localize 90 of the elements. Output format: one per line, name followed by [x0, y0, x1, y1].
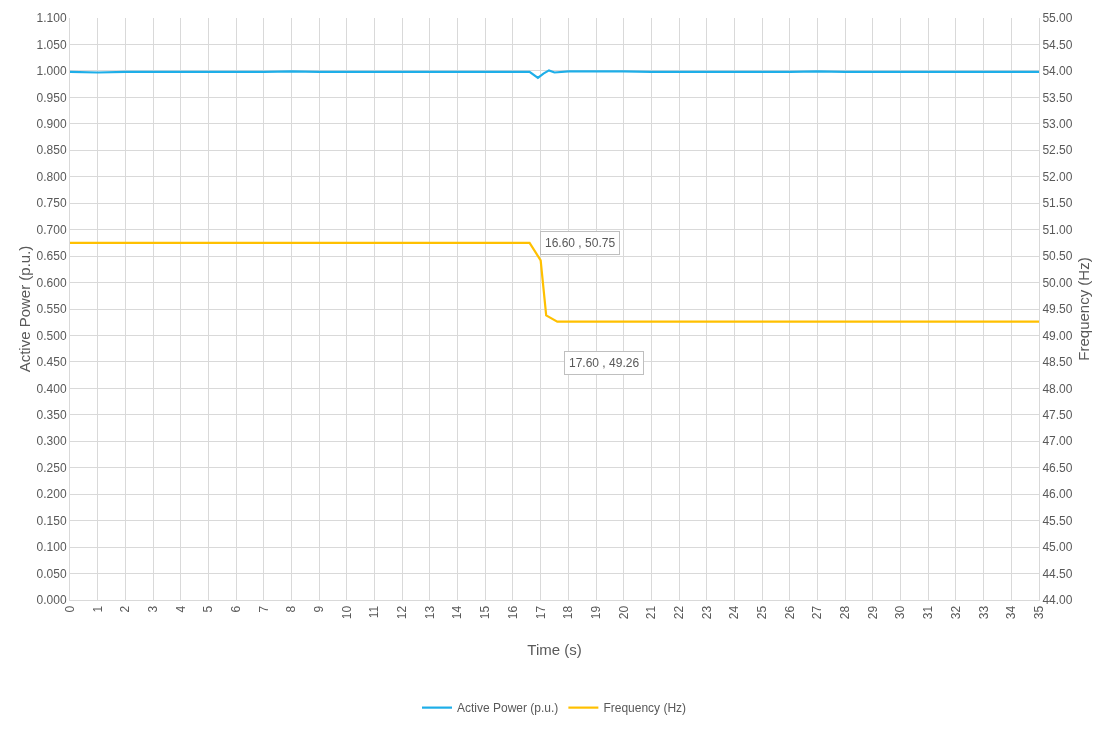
annotation: 16.60 , 50.75	[545, 236, 616, 250]
x-tick-label: 25	[755, 605, 770, 620]
y2-tick-label: 51.50	[1042, 196, 1073, 211]
x-tick-label: 32	[948, 605, 963, 620]
x-tick-label: 17	[533, 605, 548, 620]
x-tick-label: 27	[810, 605, 825, 620]
y-tick-label: 0.900	[36, 117, 67, 132]
y-tick-label: 0.300	[36, 434, 67, 449]
x-tick-label: 34	[1004, 605, 1019, 620]
line-series	[70, 69, 1039, 79]
y-tick-label: 1.050	[36, 37, 67, 52]
x-tick-label: 24	[727, 605, 742, 620]
x-tick-label: 7	[256, 605, 271, 613]
x-tick-label: 9	[312, 605, 327, 613]
y2-tick-label: 45.00	[1042, 540, 1073, 555]
x-tick-label: 19	[588, 605, 603, 620]
x-tick-label: 20	[616, 605, 631, 620]
y-tick-label: 1.000	[36, 64, 67, 79]
y-tick-label: 1.100	[36, 11, 67, 26]
y-tick-label: 0.100	[36, 540, 67, 555]
y-tick-label: 0.750	[36, 196, 67, 211]
y2-tick-label: 46.00	[1042, 487, 1073, 502]
x-tick-label: 5	[201, 605, 216, 613]
x-tick-label: 8	[284, 605, 299, 613]
y-tick-label: 0.350	[36, 408, 67, 423]
y-tick-label: 0.650	[36, 249, 67, 264]
y-tick-label: 0.200	[36, 487, 67, 502]
y-tick-label: 0.700	[36, 222, 67, 237]
y2-tick-label: 54.50	[1042, 37, 1073, 52]
y-tick-label: 0.600	[36, 275, 67, 290]
x-tick-label: 3	[145, 605, 160, 613]
annotation: 17.60 , 49.26	[569, 356, 640, 370]
x-tick-label: 31	[921, 605, 936, 620]
legend-label: Active Power (p.u.)	[457, 701, 559, 716]
y-tick-label: 0.850	[36, 143, 67, 158]
y2-tick-label: 49.00	[1042, 328, 1073, 343]
x-axis-title: Time (s)	[527, 641, 582, 658]
x-tick-label: 16	[505, 605, 520, 620]
y2-tick-label: 53.50	[1042, 90, 1073, 105]
y-tick-label: 0.150	[36, 513, 67, 528]
x-tick-label: 29	[865, 605, 880, 620]
y-tick-label: 0.000	[36, 593, 67, 608]
x-tick-label: 15	[478, 605, 493, 620]
x-tick-label: 28	[838, 605, 853, 620]
y2-tick-label: 48.00	[1042, 381, 1073, 396]
x-tick-label: 2	[118, 605, 133, 613]
x-tick-label: 1	[90, 605, 105, 613]
y2-tick-label: 47.50	[1042, 408, 1073, 423]
y2-tick-label: 53.00	[1042, 117, 1073, 132]
y2-tick-label: 44.50	[1042, 566, 1073, 581]
x-tick-label: 21	[644, 605, 659, 620]
y-axis-title: Active Power (p.u.)	[16, 245, 33, 373]
y2-tick-label: 55.00	[1042, 11, 1073, 26]
y2-tick-label: 50.00	[1042, 275, 1073, 290]
y2-tick-label: 49.50	[1042, 302, 1073, 317]
y-tick-label: 0.550	[36, 302, 67, 317]
x-tick-label: 30	[893, 605, 908, 620]
legend-label: Frequency (Hz)	[603, 701, 687, 716]
y2-tick-label: 48.50	[1042, 355, 1073, 370]
x-tick-label: 18	[561, 605, 576, 620]
y2-tick-label: 45.50	[1042, 513, 1073, 528]
x-tick-label: 14	[450, 605, 465, 620]
y-tick-label: 0.500	[36, 328, 67, 343]
y-tick-label: 0.950	[36, 90, 67, 105]
x-tick-label: 11	[367, 605, 382, 619]
x-tick-label: 33	[976, 605, 991, 620]
y2-tick-label: 46.50	[1042, 460, 1073, 475]
y2-tick-label: 54.00	[1042, 64, 1073, 79]
y-tick-label: 0.050	[36, 566, 67, 581]
x-tick-label: 6	[229, 605, 244, 613]
x-tick-label: 35	[1031, 605, 1046, 620]
y2-tick-label: 52.50	[1042, 143, 1073, 158]
x-tick-label: 0	[62, 605, 77, 613]
x-tick-label: 4	[173, 605, 188, 613]
y2-axis-title: Frequency (Hz)	[1074, 257, 1092, 361]
y2-tick-label: 44.00	[1042, 593, 1073, 608]
y-tick-label: 0.250	[36, 460, 67, 475]
y2-tick-label: 51.00	[1042, 222, 1073, 237]
y2-tick-label: 52.00	[1042, 169, 1073, 184]
x-tick-label: 13	[422, 605, 437, 620]
x-tick-label: 26	[782, 605, 797, 620]
y-tick-label: 0.450	[36, 355, 67, 370]
y-tick-label: 0.800	[36, 169, 67, 184]
y-tick-label: 0.400	[36, 381, 67, 396]
x-tick-label: 12	[395, 605, 410, 620]
x-tick-label: 22	[671, 605, 686, 620]
x-tick-label: 10	[339, 605, 354, 620]
y2-tick-label: 47.00	[1042, 434, 1073, 449]
y2-tick-label: 50.50	[1042, 249, 1073, 264]
x-tick-label: 23	[699, 605, 714, 620]
